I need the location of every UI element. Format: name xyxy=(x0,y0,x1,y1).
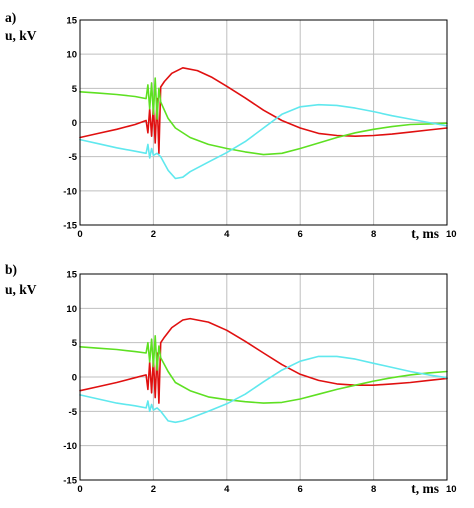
y-tick-label: -5 xyxy=(69,407,78,418)
x-tick-label: 4 xyxy=(224,229,230,240)
x-tick-label: 6 xyxy=(298,484,303,495)
x-tick-label: 8 xyxy=(371,229,376,240)
y-axis-label: u, kV xyxy=(5,282,37,297)
y-tick-label: -10 xyxy=(63,441,77,452)
y-tick-label: -10 xyxy=(63,186,77,197)
panel-label: b) xyxy=(5,262,17,277)
y-tick-label: 10 xyxy=(66,50,77,61)
series-group xyxy=(79,317,448,424)
y-tick-label: -15 xyxy=(63,221,77,232)
series-line-3 xyxy=(79,103,448,180)
y-tick-label: 15 xyxy=(66,270,77,281)
panel-label: a) xyxy=(5,10,16,25)
x-tick-label: 0 xyxy=(77,484,82,495)
x-tick-label: 2 xyxy=(151,229,156,240)
y-tick-label: 5 xyxy=(72,338,78,349)
y-tick-label: 0 xyxy=(72,373,77,384)
y-tick-label: 5 xyxy=(72,84,78,95)
series-group xyxy=(79,67,448,180)
x-tick-label: 8 xyxy=(371,484,376,495)
y-tick-label: 0 xyxy=(72,118,77,129)
y-tick-label: -5 xyxy=(69,152,78,163)
x-tick-label: 10 xyxy=(446,229,457,240)
series-line-2 xyxy=(79,335,448,404)
series-line-1 xyxy=(79,317,448,404)
x-tick-label: 10 xyxy=(446,484,457,495)
plot-frame xyxy=(79,19,448,226)
x-tick-label: 0 xyxy=(77,229,82,240)
series-line-3 xyxy=(79,355,448,424)
x-axis-label: t, ms xyxy=(411,226,439,241)
x-tick-label: 2 xyxy=(151,484,156,495)
x-tick-label: 4 xyxy=(224,484,230,495)
series-line-2 xyxy=(79,77,448,156)
y-axis-label: u, kV xyxy=(5,28,37,43)
y-tick-label: 10 xyxy=(66,304,77,315)
x-axis-label: t, ms xyxy=(411,481,439,496)
x-tick-label: 6 xyxy=(298,229,303,240)
plot-frame xyxy=(79,273,448,481)
y-tick-label: 15 xyxy=(66,16,77,27)
y-tick-label: -15 xyxy=(63,476,77,487)
series-line-1 xyxy=(79,67,448,155)
